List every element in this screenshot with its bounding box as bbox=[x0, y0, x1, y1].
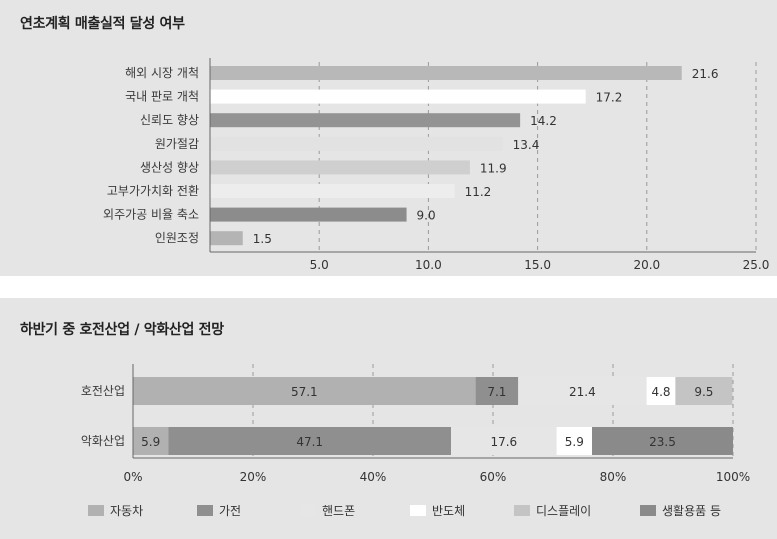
legend-label: 생활용품 등 bbox=[662, 504, 721, 518]
data-label: 17.6 bbox=[490, 435, 517, 449]
legend-label: 핸드폰 bbox=[322, 503, 355, 518]
chart-panel-bottom: 하반기 중 호전산업 / 악화산업 전망 bbox=[0, 298, 777, 539]
x-tick-label: 10.0 bbox=[415, 258, 442, 272]
legend-swatch bbox=[197, 505, 213, 516]
bar bbox=[210, 231, 243, 246]
bar bbox=[210, 160, 470, 175]
bar bbox=[210, 207, 407, 222]
data-label: 4.8 bbox=[651, 385, 670, 399]
stacked-segment bbox=[518, 377, 647, 405]
data-label: 1.5 bbox=[253, 232, 272, 246]
x-tick-label: 40% bbox=[360, 470, 387, 484]
x-tick-label: 25.0 bbox=[743, 258, 770, 272]
data-label: 13.4 bbox=[513, 138, 540, 152]
data-label: 11.2 bbox=[465, 185, 492, 199]
legend-swatch bbox=[514, 505, 530, 516]
stacked-segment bbox=[592, 427, 733, 455]
data-label: 21.6 bbox=[692, 67, 719, 81]
stacked-segment bbox=[451, 427, 557, 455]
bar bbox=[210, 136, 503, 151]
data-label: 57.1 bbox=[291, 385, 318, 399]
category-label: 고부가가치화 전환 bbox=[107, 184, 199, 198]
category-label: 인원조정 bbox=[155, 231, 199, 245]
category-label: 신뢰도 향상 bbox=[140, 113, 199, 127]
legend-label: 자동차 bbox=[110, 504, 143, 518]
x-tick-label: 5.0 bbox=[310, 258, 329, 272]
bar bbox=[210, 89, 586, 104]
bar bbox=[210, 66, 682, 80]
category-label: 외주가공 비율 축소 bbox=[103, 208, 199, 222]
stacked-segment bbox=[133, 377, 476, 405]
data-label: 47.1 bbox=[296, 435, 323, 449]
data-label: 14.2 bbox=[530, 114, 557, 128]
bar bbox=[210, 184, 455, 198]
category-label: 원가절감 bbox=[155, 137, 199, 151]
legend-label: 가전 bbox=[219, 504, 241, 518]
category-label: 악화산업 bbox=[81, 434, 125, 448]
category-label: 호전산업 bbox=[81, 384, 125, 398]
legend-swatch bbox=[300, 505, 316, 516]
data-label: 23.5 bbox=[649, 435, 676, 449]
data-label: 9.5 bbox=[694, 385, 713, 399]
stacked-segment bbox=[646, 377, 676, 405]
legend-swatch bbox=[410, 505, 426, 516]
legend-label: 반도체 bbox=[432, 504, 465, 518]
chart-title-bottom: 하반기 중 호전산업 / 악화산업 전망 bbox=[20, 322, 224, 338]
category-label: 국내 판로 개척 bbox=[125, 90, 199, 104]
bar bbox=[210, 113, 521, 128]
stacked-segment bbox=[133, 427, 169, 455]
data-label: 17.2 bbox=[596, 91, 623, 105]
data-label: 7.1 bbox=[487, 385, 506, 399]
x-tick-label: 20.0 bbox=[633, 258, 660, 272]
chart-title-top: 연초계획 매출실적 달성 여부 bbox=[20, 16, 185, 32]
category-label: 해외 시장 개척 bbox=[125, 66, 199, 80]
data-label: 5.9 bbox=[565, 435, 584, 449]
data-label: 21.4 bbox=[569, 385, 596, 399]
data-label: 9.0 bbox=[417, 209, 436, 223]
stacked-segment bbox=[675, 377, 733, 405]
data-label: 11.9 bbox=[480, 161, 507, 175]
x-tick-label: 60% bbox=[480, 470, 507, 484]
data-label: 5.9 bbox=[141, 435, 160, 449]
legend-swatch bbox=[640, 505, 656, 516]
stacked-segment bbox=[168, 427, 451, 455]
legend-label: 디스플레이 bbox=[536, 504, 591, 518]
x-tick-label: 80% bbox=[600, 470, 627, 484]
category-label: 생산성 향상 bbox=[140, 160, 199, 174]
x-tick-label: 100% bbox=[716, 470, 750, 484]
stacked-segment bbox=[556, 427, 592, 455]
stacked-segment bbox=[475, 377, 519, 405]
legend-swatch bbox=[88, 505, 104, 516]
x-tick-label: 0% bbox=[123, 470, 142, 484]
x-tick-label: 15.0 bbox=[524, 258, 551, 272]
x-tick-label: 20% bbox=[240, 470, 267, 484]
